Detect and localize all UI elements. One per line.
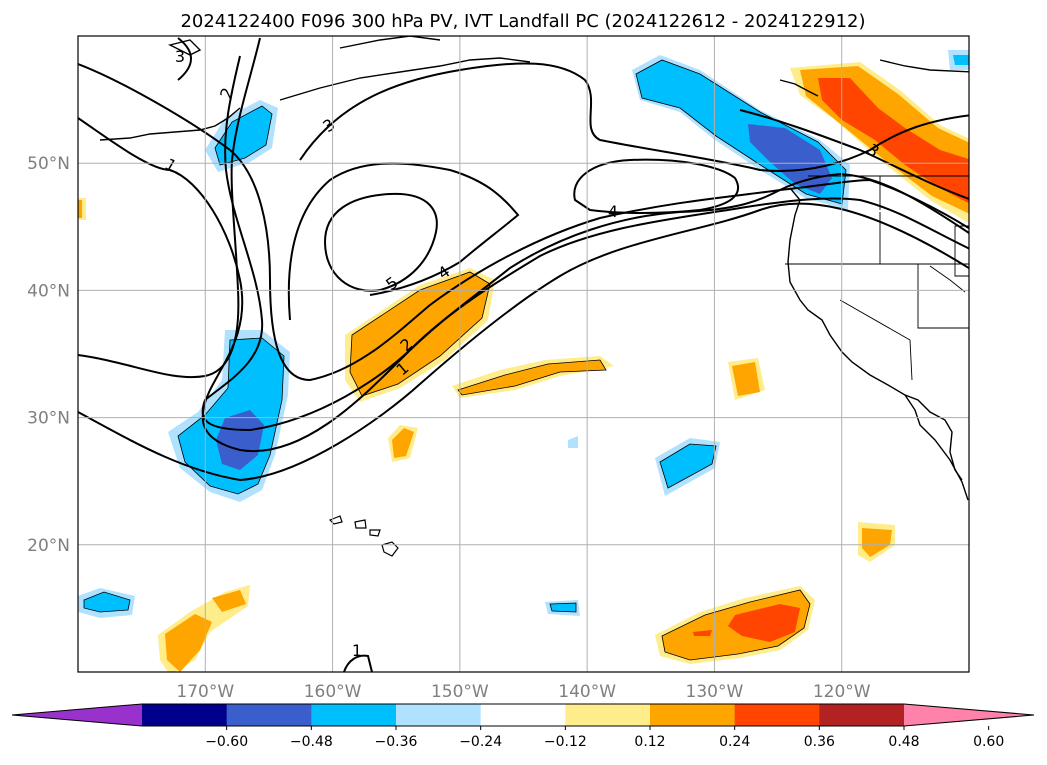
pv-contour-big-east: [739, 109, 969, 200]
ivt-pc-fill-0.36: [693, 78, 969, 642]
state-borders: [785, 175, 969, 381]
colorbar-tick-label: 0.60: [973, 734, 1004, 750]
y-tick-label: 20°N: [27, 536, 70, 556]
x-tick-label: 150°W: [431, 682, 489, 702]
colorbar-box: [565, 704, 651, 726]
gridlines: [78, 36, 969, 672]
colorbar-box: [311, 704, 397, 726]
colorbar-box: [734, 704, 820, 726]
colorbar-tick-label: −0.48: [290, 734, 333, 750]
pv-contour-1-south: [78, 202, 969, 482]
colorbar-tick-label: 0.24: [719, 734, 750, 750]
map-panel: 3 2 3 1 4 5 4 2 1 3 1: [78, 36, 969, 672]
x-axis-ticks: 170°W 160°W 150°W 140°W 130°W 120°W: [176, 682, 870, 702]
y-tick-label: 40°N: [27, 281, 70, 301]
pv-contours: [78, 37, 969, 672]
pv-contour-4-outer: [287, 162, 520, 321]
colorbar-ticks: −0.60 −0.48 −0.36 −0.24 −0.12 0.12 0.24 0.36 0.4…: [205, 726, 1004, 750]
colorbar-tick-label: 0.48: [888, 734, 919, 750]
colorbar-box: [226, 704, 312, 726]
x-tick-label: 120°W: [813, 682, 871, 702]
colorbar-outline: [11, 703, 1035, 727]
pv-contour-3: [78, 63, 969, 382]
colorbar-box: [650, 704, 736, 726]
colorbar-tick-label: −0.24: [459, 734, 502, 750]
colorbar-box: [819, 704, 905, 726]
y-tick-label: 50°N: [27, 154, 70, 174]
colorbar-box: [396, 704, 482, 726]
colorbar: [11, 703, 1035, 727]
pv-contour-4: [573, 158, 740, 214]
colorbar-tick-label: −0.60: [205, 734, 248, 750]
colorbar-tick-label: −0.12: [544, 734, 587, 750]
colorbar-tick-label: 0.12: [634, 734, 665, 750]
colorbar-extend-low: [12, 704, 142, 726]
pv-label-3-top: 3: [175, 47, 185, 66]
x-tick-label: 160°W: [304, 682, 362, 702]
colorbar-tick-label: −0.36: [375, 734, 418, 750]
colorbar-tick-label: 0.36: [804, 734, 835, 750]
pv-contour-5: [323, 192, 438, 292]
colorbar-extend-high: [904, 704, 1034, 726]
ivt-pc-fill-neg-0.48: [216, 124, 832, 470]
colorbar-box: [480, 704, 566, 726]
y-tick-label: 30°N: [27, 409, 70, 429]
pv-label-1-bottom: 1: [352, 641, 362, 660]
pv-contour-1-bottom: [343, 654, 373, 672]
pv-contour-2: [201, 55, 969, 432]
map-frame: [77, 35, 970, 673]
pv-contour-3-mid: [299, 62, 969, 172]
x-tick-label: 140°W: [558, 682, 616, 702]
x-tick-label: 130°W: [686, 682, 744, 702]
y-axis-ticks: 20°N 30°N 40°N 50°N: [27, 154, 70, 556]
x-tick-label: 170°W: [176, 682, 234, 702]
pv-label-4: 4: [608, 202, 618, 221]
pv-contour-3-top: [177, 37, 192, 81]
colorbar-box: [142, 704, 228, 726]
chart-title: 2024122400 F096 300 hPa PV, IVT Landfall…: [180, 11, 865, 32]
